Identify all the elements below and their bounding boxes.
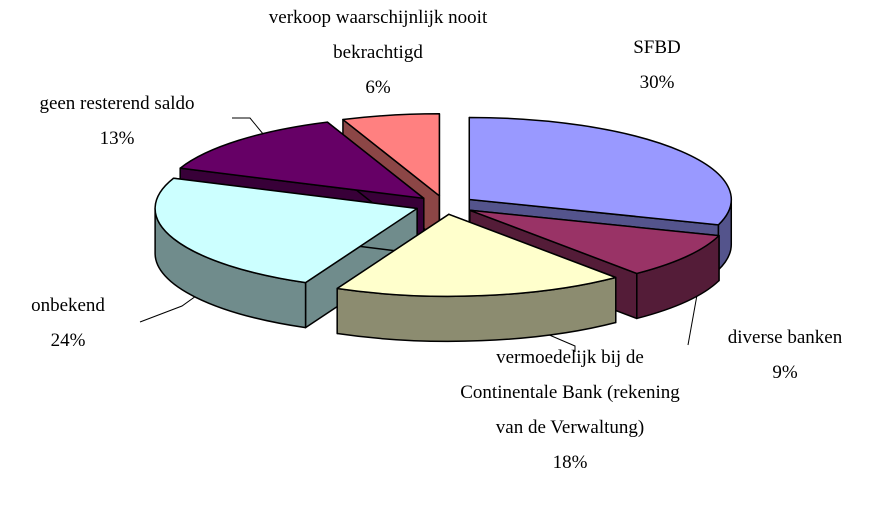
value-label: 13% xyxy=(99,128,135,149)
value-label: 9% xyxy=(772,362,798,383)
value-label: 30% xyxy=(639,72,675,93)
slice-top xyxy=(342,113,441,197)
leader-line xyxy=(687,294,698,346)
pie xyxy=(154,113,733,343)
slice-label: onbekend 24% xyxy=(8,288,128,358)
slice xyxy=(154,177,418,329)
slice-top xyxy=(469,209,720,275)
category-label: SFBD xyxy=(633,37,681,58)
slice-top xyxy=(179,121,425,200)
value-label: 6% xyxy=(365,77,391,98)
value-label: 24% xyxy=(50,330,86,351)
category-label: vermoedelijk bij de Continentale Bank (r… xyxy=(460,347,680,438)
slice-label: SFBD 30% xyxy=(597,30,717,100)
slice xyxy=(336,213,617,343)
slice-top xyxy=(154,177,418,284)
category-label: verkoop waarschijnlijk nooit bekrachtigd xyxy=(268,7,488,63)
slice-top xyxy=(468,116,733,226)
slice-label: verkoop waarschijnlijk nooit bekrachtigd… xyxy=(243,0,513,105)
category-label: diverse banken xyxy=(727,327,843,348)
slice-label: geen resterend saldo 13% xyxy=(2,86,232,156)
leader-line xyxy=(232,117,269,141)
slice-label: diverse banken 9% xyxy=(700,320,870,390)
value-label: 18% xyxy=(552,452,588,473)
category-label: onbekend xyxy=(31,295,105,316)
category-label: geen resterend saldo xyxy=(39,93,195,114)
slice-top xyxy=(336,213,617,298)
slice-label: vermoedelijk bij de Continentale Bank (r… xyxy=(460,340,680,480)
